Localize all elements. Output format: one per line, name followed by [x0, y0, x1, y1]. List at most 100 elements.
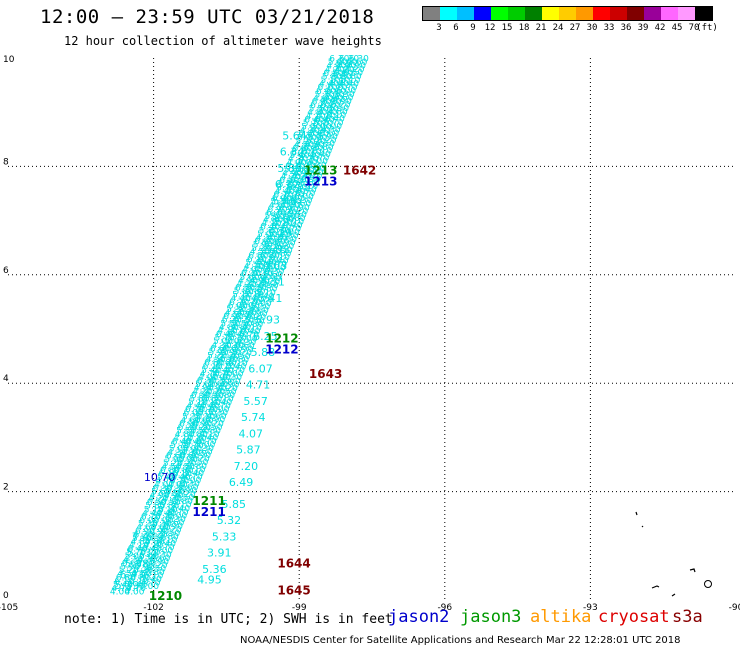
swh-value: 6.25 [253, 330, 277, 343]
track-value: 4.00 [198, 373, 218, 383]
track-value: 4.40 [243, 294, 263, 304]
track-time-label: 1643 [309, 367, 342, 381]
satellite-label-altika: altika [530, 607, 592, 627]
track-value: 5.60 [208, 380, 228, 390]
track-value: 4.60 [313, 94, 333, 104]
swh-value: 6.49 [229, 476, 254, 489]
track-value: 5.50 [309, 105, 329, 115]
track-value: 4.50 [161, 462, 181, 472]
legend-label: 24 [552, 23, 564, 33]
track-value: 4.00 [168, 480, 188, 490]
track-value: 6.00 [184, 409, 204, 419]
y-tick-label: 4 [3, 374, 9, 384]
track-value: 4.80 [328, 108, 348, 118]
track-value: 6.90 [163, 522, 183, 532]
track-value: 4.80 [188, 430, 208, 440]
track-value: 6.80 [116, 573, 136, 583]
track-value: 5.20 [220, 351, 240, 361]
track-value: 4.40 [186, 402, 206, 412]
track-value: 4.50 [294, 140, 314, 150]
track-value: 6.00 [209, 405, 229, 415]
track-value: 5.80 [322, 72, 342, 82]
track-value: 6.40 [142, 545, 162, 555]
track-value: 6.70 [141, 512, 161, 522]
track-value: 5.60 [284, 165, 304, 175]
track-value: 6.10 [228, 359, 248, 369]
track-value: 4.20 [205, 387, 225, 397]
track-value: 6.70 [253, 295, 273, 305]
track-value: 4.90 [282, 169, 302, 179]
legend-swatch [627, 7, 644, 20]
track-value: 4.10 [273, 219, 293, 229]
track-value: 5.10 [158, 505, 178, 515]
track-value: 4.10 [217, 326, 237, 336]
track-value: 4.80 [219, 323, 239, 333]
track-value: 6.50 [247, 284, 267, 294]
track-value: 6.10 [258, 255, 278, 265]
track-value: 5.60 [251, 273, 271, 283]
track-value: 6.20 [222, 316, 242, 326]
track-value: 6.30 [285, 162, 305, 172]
legend-swatch [576, 7, 593, 20]
track-value: 6.80 [160, 466, 180, 476]
track-value: 6.80 [314, 143, 334, 153]
track-value: 6.70 [295, 189, 315, 199]
satellite-label-s3a: s3a [672, 607, 703, 627]
track-value: 5.70 [281, 225, 301, 235]
track-value: 5.60 [151, 487, 171, 497]
track-value: 6.80 [260, 251, 280, 261]
track-value: 4.00 [110, 588, 130, 598]
track-value: 6.70 [155, 512, 175, 522]
track-value: 6.20 [288, 207, 308, 217]
track-value: 4.70 [267, 260, 287, 270]
swh-value: 5.36 [202, 563, 227, 576]
track-value: 5.70 [259, 226, 279, 236]
track-value: 4.60 [181, 416, 201, 426]
track-value: 4.20 [148, 495, 168, 505]
x-tick-label: -90 [729, 603, 740, 613]
track-value: 4.80 [274, 216, 294, 226]
track-value: 4.80 [145, 537, 165, 547]
track-value: 4.70 [200, 369, 220, 379]
track-value: 5.90 [253, 241, 273, 251]
track-time-label: 1210 [149, 589, 182, 603]
track-value: 4.90 [194, 384, 214, 394]
track-value: 6.10 [291, 148, 311, 158]
track-value: 6.00 [167, 511, 187, 521]
track-value: 5.60 [305, 164, 325, 174]
legend-label: 70 [688, 23, 700, 33]
track-value: 6.10 [185, 465, 205, 475]
track-value: 6.50 [147, 498, 167, 508]
track-value: 6.30 [253, 269, 273, 279]
track-value: 6.90 [267, 205, 287, 215]
track-value: 6.70 [241, 298, 261, 308]
legend-label: 18 [518, 23, 530, 33]
track-value: 4.40 [339, 79, 359, 89]
track-value: 6.40 [260, 223, 280, 233]
track-value: 6.60 [298, 130, 318, 140]
track-value: 4.90 [238, 276, 258, 286]
track-value: 4.20 [291, 173, 311, 183]
track-value: 5.30 [281, 198, 301, 208]
track-value: 6.40 [216, 330, 236, 340]
track-value: 5.00 [301, 123, 321, 133]
x-tick-label: -99 [292, 603, 307, 613]
legend-label: 39 [637, 23, 649, 33]
track-value: 5.10 [201, 398, 221, 408]
track-value: 5.40 [113, 580, 133, 590]
track-value: 5.30 [238, 305, 258, 315]
track-value: 5.30 [315, 90, 335, 100]
track-value: 4.20 [325, 65, 345, 75]
track-value: 6.90 [312, 98, 332, 108]
track-value: 4.40 [319, 80, 339, 90]
track-value: 5.20 [119, 566, 139, 576]
track-value: 6.30 [197, 377, 217, 387]
swh-value: 5.46 [273, 194, 298, 207]
track-value: 4.30 [181, 448, 201, 458]
map-frame [8, 58, 736, 600]
track-value: 6.70 [337, 83, 357, 93]
track-value: 5.20 [147, 561, 167, 571]
track-value: 4.20 [192, 387, 212, 397]
swh-value: 5.39 [115, 579, 140, 592]
